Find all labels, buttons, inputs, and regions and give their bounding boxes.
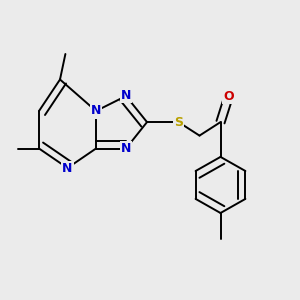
Text: N: N [91, 104, 101, 118]
Text: S: S [174, 116, 183, 129]
Text: N: N [62, 161, 73, 175]
Text: N: N [121, 142, 131, 155]
Text: O: O [223, 90, 234, 103]
Text: N: N [121, 89, 131, 103]
